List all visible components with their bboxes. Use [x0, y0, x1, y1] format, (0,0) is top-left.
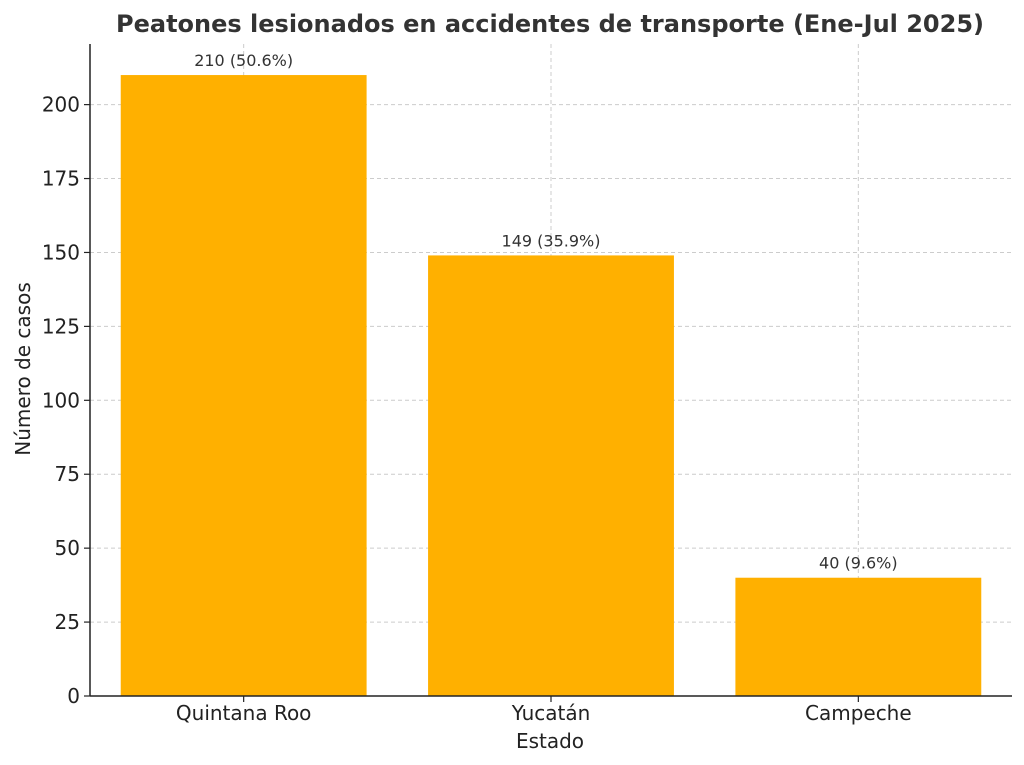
data-label: 40 (9.6%)	[819, 554, 898, 573]
x-tick-label: Yucatán	[511, 701, 591, 725]
data-label: 210 (50.6%)	[194, 51, 293, 70]
data-labels: 210 (50.6%) 149 (35.9%) 40 (9.6%)	[194, 51, 897, 573]
y-tick-label: 175	[42, 167, 80, 191]
bars	[120, 75, 982, 697]
y-tick-label: 25	[55, 610, 80, 634]
y-tick-label: 0	[67, 684, 80, 708]
y-tick-label: 75	[55, 462, 80, 486]
y-tick-label: 200	[42, 93, 80, 117]
x-tick-label: Quintana Roo	[176, 701, 312, 725]
y-tick-label: 150	[42, 240, 80, 264]
x-tick-label: Campeche	[805, 701, 912, 725]
axes: 0 25 50 75 100 125 150 175 200 Quintana Roo Yucatá…	[42, 44, 1012, 725]
x-axis-label: Estado	[516, 729, 584, 753]
y-axis-label: Número de casos	[11, 282, 35, 456]
chart-title: Peatones lesionados en accidentes de tra…	[116, 10, 984, 38]
bar	[120, 75, 367, 697]
y-tick-label: 100	[42, 388, 80, 412]
bar	[428, 255, 674, 696]
y-tick-label: 125	[42, 314, 80, 338]
y-tick-label: 50	[55, 536, 80, 560]
bar	[735, 577, 982, 696]
data-label: 149 (35.9%)	[502, 231, 601, 250]
